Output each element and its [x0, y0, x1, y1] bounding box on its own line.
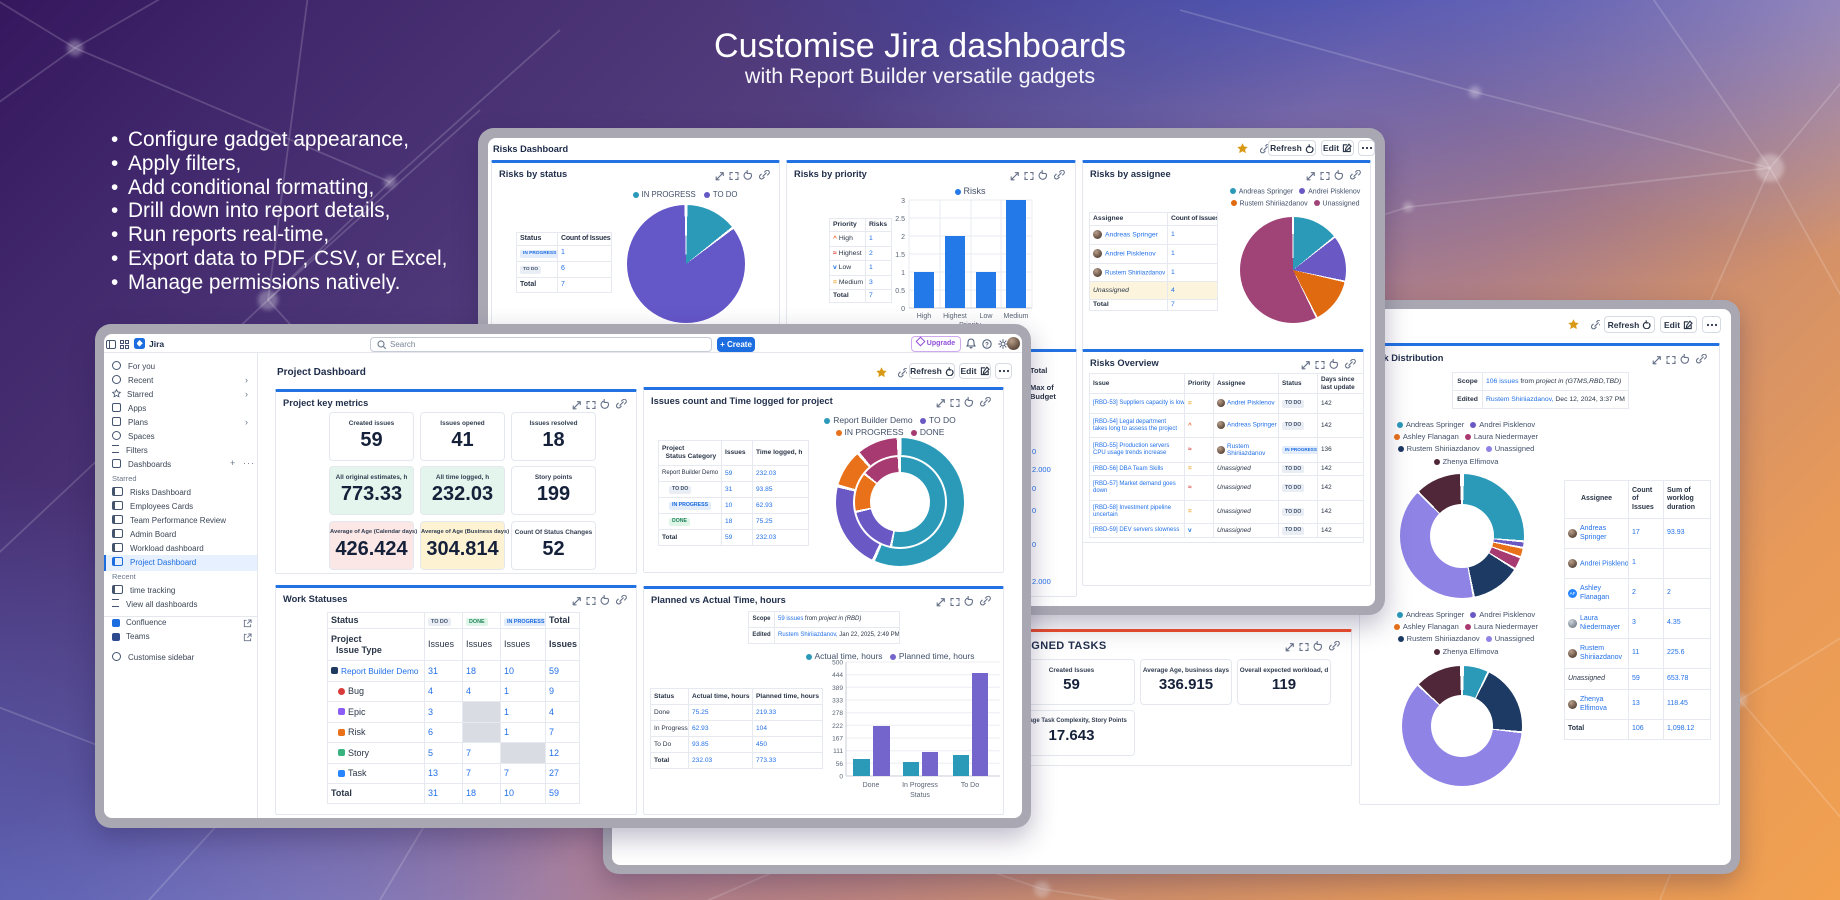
svg-text:0.5: 0.5	[895, 288, 905, 295]
svg-text:Done: Done	[863, 782, 880, 789]
svg-text:In Progress: In Progress	[902, 782, 938, 789]
svg-text:To Do: To Do	[961, 782, 979, 789]
svg-text:Low: Low	[980, 313, 994, 320]
svg-text:278: 278	[832, 710, 843, 717]
svg-text:111: 111	[833, 748, 843, 755]
svg-text:Medium: Medium	[1004, 313, 1029, 320]
svg-text:Highest: Highest	[943, 313, 967, 320]
svg-text:222: 222	[832, 723, 843, 730]
svg-text:0: 0	[839, 774, 843, 781]
svg-text:56: 56	[836, 761, 844, 768]
svg-text:500: 500	[832, 660, 843, 667]
svg-text:0: 0	[901, 306, 905, 313]
svg-text:High: High	[917, 313, 932, 320]
svg-text:Status: Status	[910, 792, 930, 798]
svg-text:389: 389	[832, 685, 843, 692]
svg-text:444: 444	[832, 672, 843, 679]
svg-text:2: 2	[901, 234, 905, 241]
svg-text:3: 3	[901, 198, 905, 205]
svg-text:167: 167	[832, 736, 843, 743]
svg-text:333: 333	[832, 698, 843, 705]
svg-text:1.5: 1.5	[895, 252, 905, 259]
svg-text:2.5: 2.5	[895, 216, 905, 223]
svg-text:1: 1	[901, 270, 905, 277]
svg-text:?: ?	[985, 342, 989, 348]
